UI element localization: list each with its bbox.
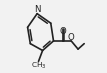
Text: N: N — [34, 5, 40, 14]
Text: O: O — [60, 27, 66, 36]
Text: O: O — [68, 33, 75, 42]
Text: CH$_3$: CH$_3$ — [31, 60, 46, 71]
